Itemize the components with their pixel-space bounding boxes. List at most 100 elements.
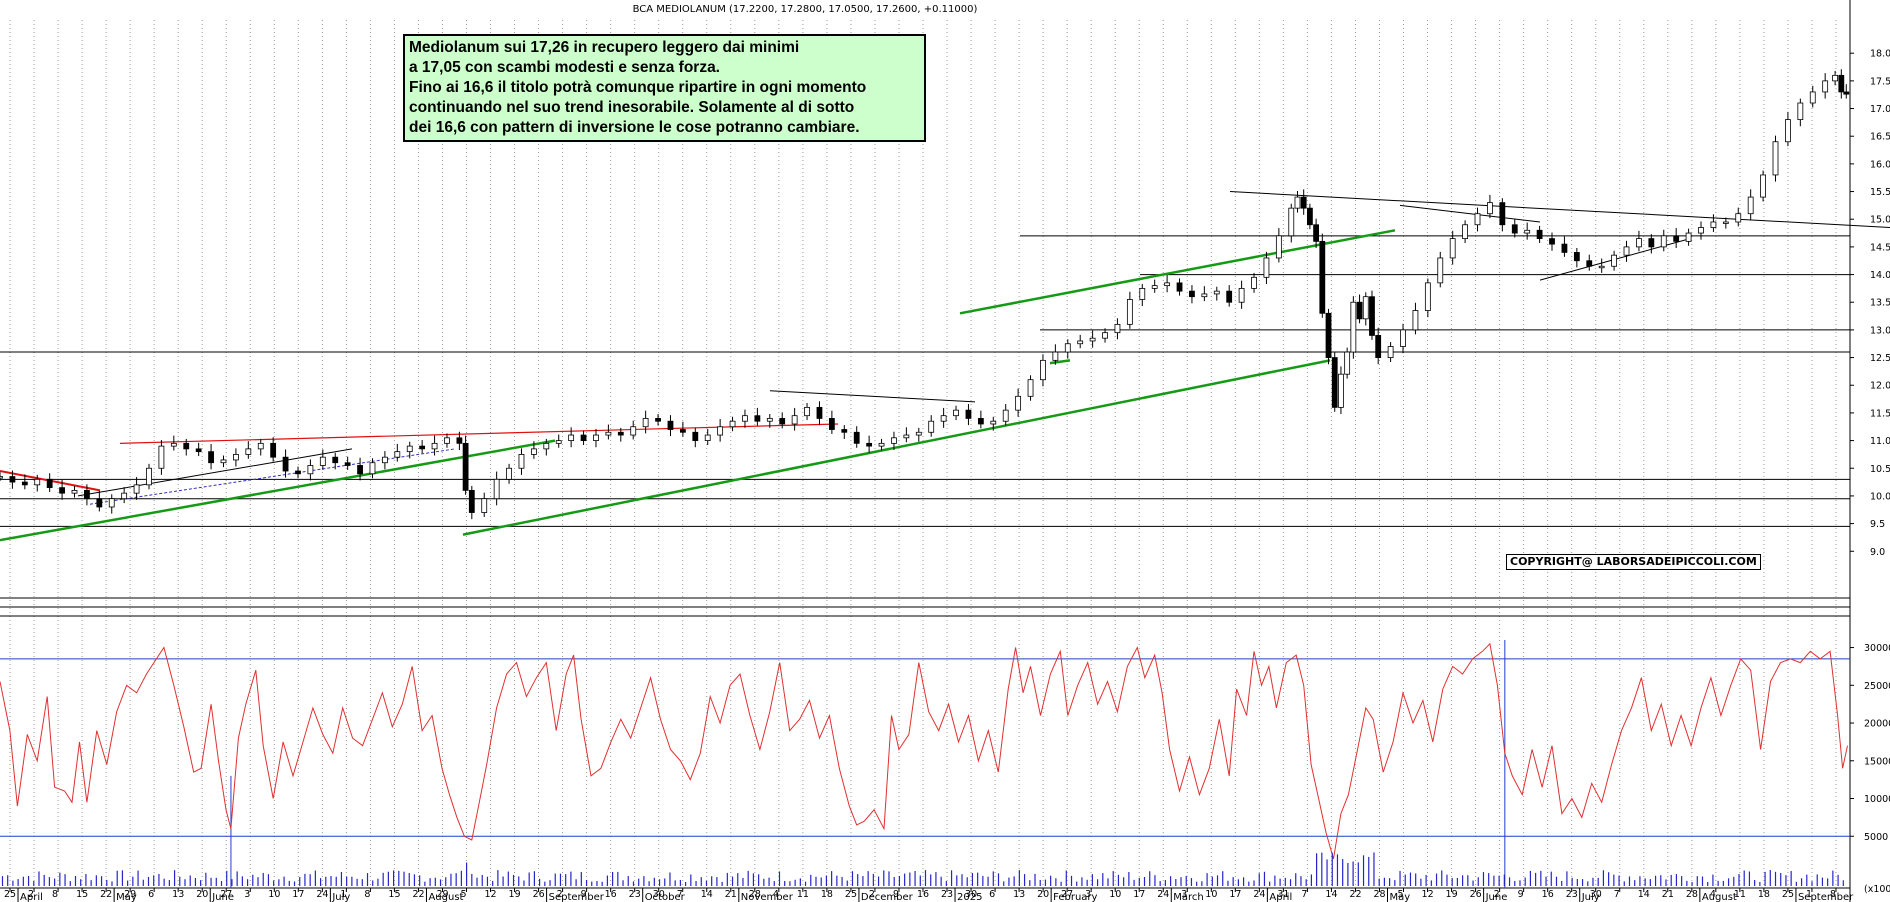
candle-body: [468, 489, 475, 513]
day-label: 24: [1157, 889, 1169, 900]
candle-body: [1660, 235, 1667, 248]
candle-body: [381, 456, 388, 464]
month-label: April: [20, 892, 43, 902]
candle-body: [1487, 202, 1493, 215]
candle-body: [1089, 337, 1096, 342]
candle-body: [493, 478, 500, 500]
candle-body: [1263, 257, 1270, 278]
day-label: 8: [1830, 889, 1836, 900]
month-label: February: [1053, 892, 1097, 902]
candle-body: [1611, 254, 1617, 267]
candle-body: [220, 459, 227, 464]
day-label: 2: [28, 889, 34, 900]
candle-body: [1294, 196, 1301, 209]
day-label: 2: [1494, 889, 1500, 900]
candle-body: [295, 470, 301, 475]
trendline: [769, 390, 976, 403]
candle-body: [1114, 323, 1121, 334]
candle-body: [1449, 238, 1456, 259]
candle-body: [71, 489, 78, 494]
candle-body: [1102, 332, 1108, 339]
candle-body: [853, 431, 860, 444]
candle-body: [456, 437, 463, 444]
candle-body: [1344, 351, 1351, 375]
candle-body: [704, 434, 711, 441]
day-label: 22: [100, 889, 112, 900]
chart-title: BCA MEDIOLANUM (17.2200, 17.2800, 17.050…: [633, 4, 978, 15]
candle-body: [158, 445, 165, 469]
day-label: 25: [4, 889, 16, 900]
candle-body: [1176, 282, 1183, 292]
month-label: 2025: [957, 892, 982, 902]
candle-body: [1797, 102, 1804, 121]
candle-body: [1809, 91, 1816, 104]
candle-body: [555, 440, 562, 444]
day-label: 30: [653, 889, 665, 900]
candle-body: [1288, 207, 1295, 237]
month-label: August: [428, 892, 463, 902]
day-label: 5: [1398, 889, 1404, 900]
day-label: 23: [941, 889, 953, 900]
candle-body: [431, 442, 438, 450]
day-label: 29: [436, 889, 448, 900]
candle-body: [108, 498, 115, 508]
candle-body: [717, 426, 724, 436]
month-label: September: [549, 892, 605, 902]
price-tick-label: 15.0: [1870, 215, 1890, 226]
day-label: 21: [725, 889, 737, 900]
candle-body: [791, 415, 798, 425]
candle-body: [816, 406, 823, 419]
price-tick-label: 10.5: [1870, 464, 1890, 475]
candle-body: [307, 465, 314, 475]
candle-body: [1586, 260, 1593, 267]
copyright-label: COPYRIGHT@ LABORSADEIPICCOLI.COM: [1506, 554, 1761, 570]
day-label: 14: [1325, 889, 1337, 900]
candle-body: [133, 484, 140, 494]
day-label: 10: [1109, 889, 1121, 900]
day-label: 16: [605, 889, 617, 900]
osc-tick-label: 5000: [1864, 832, 1888, 843]
trendline: [0, 439, 556, 542]
day-label: 3: [1085, 889, 1091, 900]
analysis-note: Mediolanum sui 17,26 in recupero leggero…: [403, 34, 926, 142]
osc-tick-label: 15000: [1864, 756, 1890, 767]
day-label: 19: [509, 889, 521, 900]
month-label: May: [1390, 892, 1411, 902]
day-label: 25: [1782, 889, 1794, 900]
candle-body: [742, 415, 748, 422]
day-label: 4: [1710, 889, 1716, 900]
candle-body: [1536, 229, 1543, 239]
osc-tick-label: 20000: [1864, 719, 1890, 730]
month-label: July: [331, 892, 350, 902]
day-label: 2: [869, 889, 875, 900]
price-tick-label: 10.0: [1870, 491, 1890, 502]
day-label: 14: [1638, 889, 1650, 900]
candle-body: [208, 451, 214, 464]
day-label: 26: [533, 889, 545, 900]
price-tick-label: 12.0: [1870, 381, 1890, 392]
day-label: 1: [340, 889, 346, 900]
day-label: 22: [412, 889, 424, 900]
price-tick-label: 18.0: [1870, 49, 1890, 60]
candle-body: [828, 418, 835, 430]
month-label: November: [741, 892, 794, 902]
candle-body: [1350, 301, 1357, 353]
candle-body: [1573, 252, 1580, 262]
candle-body: [9, 476, 16, 483]
month-label: August: [1702, 892, 1737, 902]
candle-body: [406, 445, 413, 453]
candle-body: [146, 467, 152, 486]
candle-body: [1139, 287, 1146, 300]
candle-body: [34, 478, 41, 486]
day-label: 8: [364, 889, 370, 900]
month-label: June: [1485, 892, 1508, 902]
day-label: 31: [1277, 889, 1289, 900]
candle-body: [481, 498, 488, 513]
candle-body: [1636, 238, 1642, 248]
day-label: 23: [629, 889, 641, 900]
candle-body: [977, 418, 984, 425]
month-label: September: [1798, 892, 1854, 902]
candle-body: [1015, 395, 1022, 411]
candle-body: [121, 492, 128, 500]
